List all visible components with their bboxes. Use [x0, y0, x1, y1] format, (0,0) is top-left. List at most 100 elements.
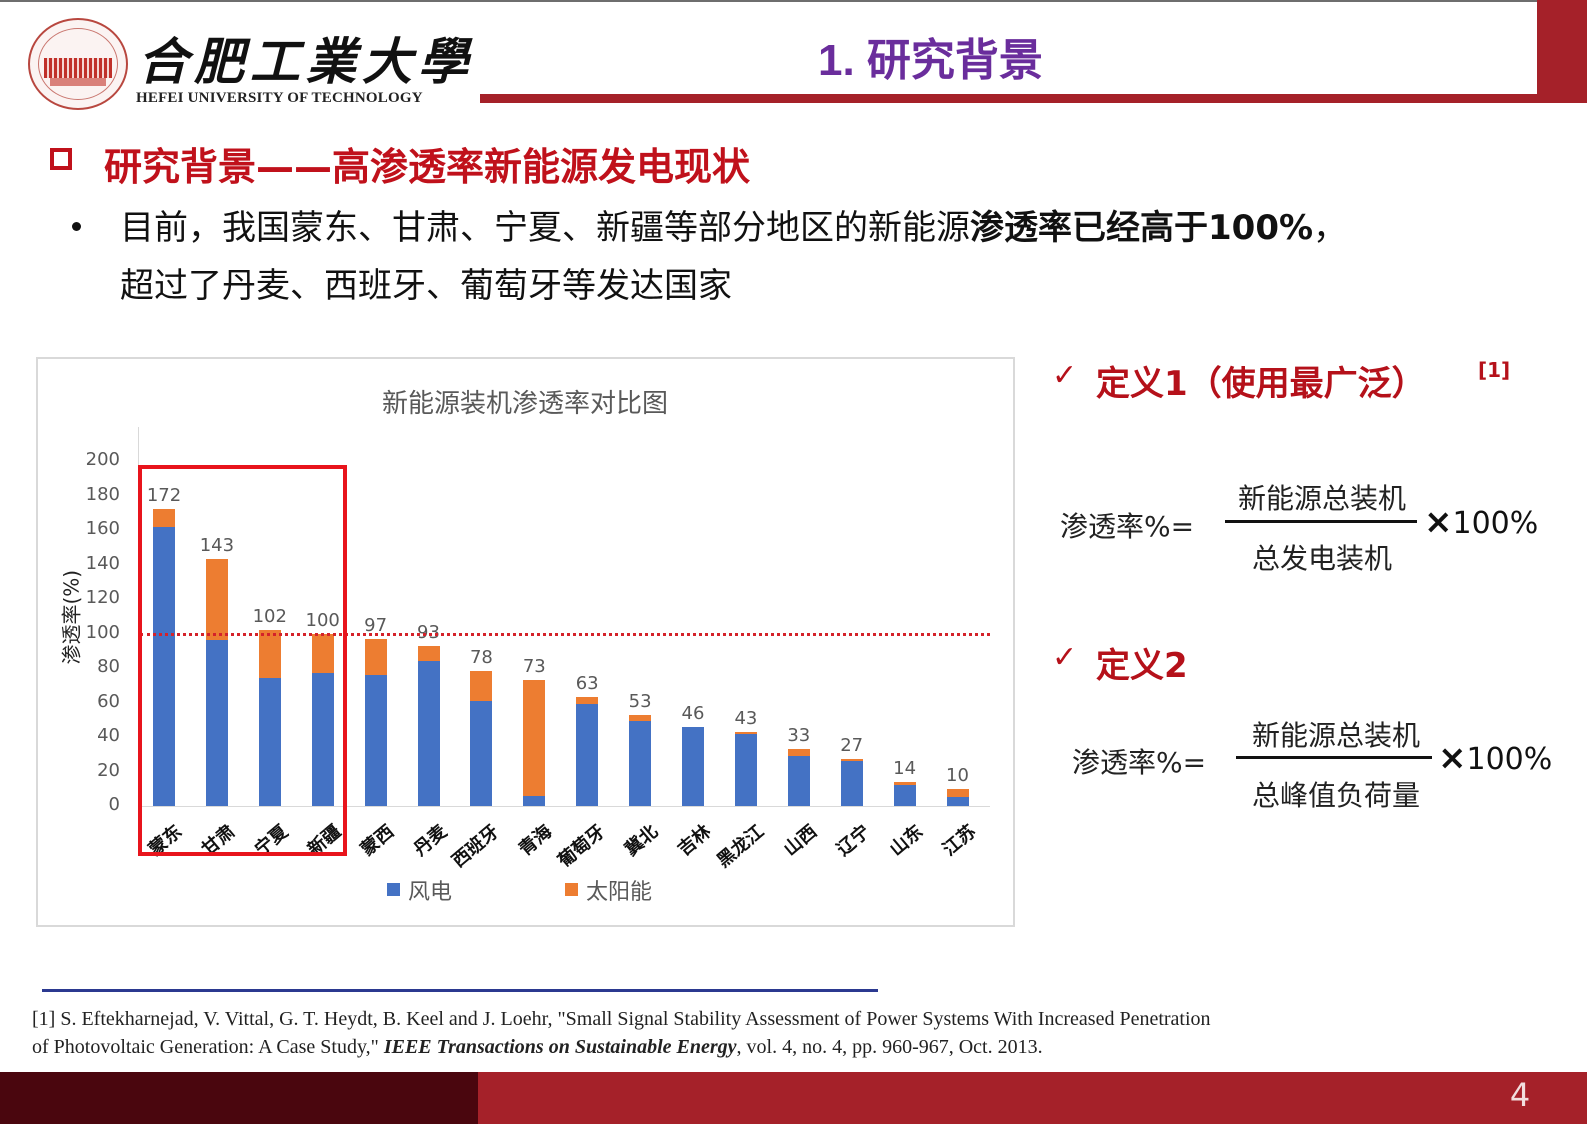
bar-wind — [893, 785, 916, 806]
bar-wind — [787, 755, 810, 806]
bullet-line-1: 目前，我国蒙东、甘肃、宁夏、新疆等部分地区的新能源渗透率已经高于100%， — [120, 200, 1347, 249]
bar-wind — [734, 733, 757, 806]
bar-total-label: 43 — [734, 707, 758, 729]
bar-total-label: 10 — [946, 764, 969, 786]
legend-label-wind: 风电 — [408, 880, 453, 905]
formula-1-numerator: 新能源总装机 — [1237, 482, 1406, 515]
reference-line-100 — [140, 632, 990, 636]
bar-total-label: 53 — [628, 690, 652, 712]
bullet-text-normal: 目前，我国蒙东、甘肃、宁夏、新疆等部分地区的新能源 — [120, 208, 970, 248]
bar-total-label: 93 — [417, 621, 440, 643]
y-tick-label: 140 — [85, 552, 120, 574]
bar-wind — [258, 678, 281, 806]
bar-total-label: 102 — [252, 606, 287, 628]
university-seal-logo — [28, 18, 128, 110]
seal-base — [50, 78, 106, 86]
footnote-pre: of Photovoltaic Generation: A Case Study… — [32, 1036, 384, 1058]
chart-card — [36, 357, 1015, 927]
bar-total-label: 27 — [840, 735, 864, 757]
footnote-rule — [42, 989, 878, 992]
bar-solar — [258, 630, 281, 679]
footnote-line-2: of Photovoltaic Generation: A Case Study… — [32, 1036, 1043, 1059]
legend-label-solar: 太阳能 — [586, 880, 653, 905]
bar-total-label: 143 — [199, 535, 235, 557]
check-icon: ✓ — [1052, 358, 1078, 393]
bar-total-label: 73 — [522, 656, 546, 678]
y-tick-label: 80 — [97, 656, 120, 677]
bar-solar — [576, 697, 599, 705]
footer-dark-band — [0, 1072, 478, 1124]
bar-solar — [629, 714, 652, 722]
y-tick-label: 180 — [85, 483, 120, 505]
bar-wind — [153, 526, 175, 806]
formula-2-denominator: 总峰值负荷量 — [1251, 779, 1420, 812]
bar-solar — [523, 680, 546, 796]
bar-total-label: 78 — [469, 647, 493, 669]
y-tick-label: 200 — [85, 449, 120, 470]
bar-wind — [364, 674, 387, 806]
top-border — [0, 0, 1587, 2]
university-name-cn: 合肥工業大學 — [138, 32, 474, 91]
highlight-box — [138, 465, 347, 856]
definition-1-citation: [1] — [1478, 358, 1511, 382]
bar-wind — [470, 700, 493, 806]
bar-wind — [311, 673, 334, 806]
bar-total-label: 46 — [681, 702, 705, 724]
bar-solar — [787, 749, 810, 756]
times-icon: × — [1424, 502, 1453, 542]
formula-2-fraction-bar — [1236, 756, 1432, 759]
bar-solar — [364, 638, 387, 675]
footnote-post: , vol. 4, no. 4, pp. 960-967, Oct. 2013. — [736, 1036, 1043, 1058]
bar-wind — [629, 721, 652, 806]
page-title: 1. 研究背景 — [818, 36, 1043, 85]
bar-total-label: 97 — [364, 614, 388, 636]
bar-solar — [311, 633, 334, 674]
bar-solar — [153, 509, 175, 527]
times-icon: × — [1438, 738, 1467, 778]
y-tick-label: 100 — [85, 621, 120, 643]
y-tick-label: 60 — [97, 690, 120, 712]
bar-total-label: 33 — [787, 725, 811, 747]
seal-ring — [38, 28, 118, 100]
bar-solar — [470, 671, 493, 701]
page-number: 4 — [1509, 1076, 1531, 1114]
formula-1-denominator: 总发电装机 — [1251, 542, 1392, 575]
footnote-line-1: [1] S. Eftekharnejad, V. Vittal, G. T. H… — [32, 1008, 1211, 1030]
bar-wind — [417, 661, 440, 806]
chart-title: 新能源装机渗透率对比图 — [382, 389, 669, 419]
formula-2-numerator: 新能源总装机 — [1251, 719, 1420, 752]
bullet-icon — [72, 222, 81, 231]
bar-total-label: 100 — [305, 609, 340, 631]
bar-wind — [840, 761, 863, 806]
bar-wind — [576, 704, 599, 806]
bullet-text-bold: 渗透率已经高于100% — [970, 208, 1314, 248]
y-tick-label: 160 — [85, 518, 120, 539]
bar-solar — [893, 781, 916, 786]
y-tick-label: 40 — [97, 725, 120, 746]
definition-2-title: 定义2 — [1096, 646, 1188, 686]
bar-wind — [523, 795, 546, 806]
x-axis-line — [138, 806, 990, 807]
formula-2-factor: 100% — [1466, 742, 1553, 777]
formula-1-lhs: 渗透率%= — [1060, 510, 1195, 543]
formula-1-factor: 100% — [1452, 506, 1539, 541]
section-heading: 研究背景——高渗透率新能源发电现状 — [104, 145, 751, 189]
bullet-line-2: 超过了丹麦、西班牙、葡萄牙等发达国家 — [120, 266, 732, 306]
legend-swatch-wind — [387, 883, 400, 896]
header-band — [480, 94, 1587, 103]
formula-2-multiplier: ×100% — [1438, 738, 1552, 778]
formula-1-multiplier: ×100% — [1424, 502, 1538, 542]
legend-swatch-solar — [565, 883, 578, 896]
y-tick-label: 0 — [108, 794, 120, 815]
bar-solar — [946, 788, 969, 798]
y-tick-label: 20 — [97, 759, 120, 781]
bullet-text-end: ， — [1313, 208, 1348, 248]
header-corner-block — [1537, 0, 1587, 103]
footer-red-band — [478, 1072, 1587, 1124]
bar-solar — [840, 759, 863, 762]
footnote-journal: IEEE Transactions on Sustainable Energy — [383, 1036, 737, 1058]
seal-building-icon — [44, 58, 112, 78]
check-icon: ✓ — [1052, 640, 1078, 675]
bar-total-label: 14 — [893, 757, 917, 779]
section-square-icon — [50, 148, 72, 170]
